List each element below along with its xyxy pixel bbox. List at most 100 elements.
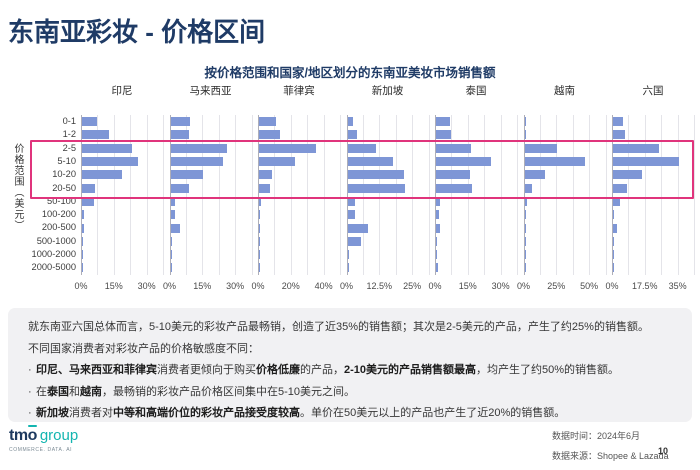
tick-label: 0%	[339, 281, 353, 291]
grid-line	[130, 115, 132, 275]
row-label: 2-5	[62, 142, 76, 153]
bar	[613, 263, 614, 273]
bar	[259, 170, 273, 180]
axis-line	[435, 115, 436, 275]
bar	[524, 157, 585, 167]
bar	[524, 263, 525, 273]
axis-line	[612, 115, 613, 275]
bar	[436, 263, 439, 273]
country-header: 马来西亚	[189, 85, 232, 97]
bar	[170, 143, 228, 153]
bullet-text-bold: 中等和高端价位的彩妆产品接受度较高	[113, 407, 300, 419]
bullet-item: · 新加坡消费者对中等和高端价位的彩妆产品接受度较高。单价在50美元以上的产品也产…	[28, 403, 674, 425]
chart-title: 按价格范围和国家/地区划分的东南亚美妆市场销售额	[204, 66, 496, 80]
bar	[524, 250, 525, 260]
tick-label: 17.5%	[632, 281, 658, 291]
chart-panel	[346, 115, 430, 275]
grid-line	[556, 115, 558, 275]
row-label: 5-10	[57, 155, 76, 166]
country-header: 越南	[554, 85, 575, 97]
grid-line	[451, 115, 453, 275]
country-header: 菲律宾	[283, 85, 315, 97]
bar	[82, 196, 95, 206]
grid-line	[677, 115, 679, 275]
row-label: 0-1	[62, 116, 76, 126]
chart-panel	[258, 115, 341, 275]
page-title: 东南亚彩妆 - 价格区间	[8, 17, 266, 47]
bullet-text: 在	[36, 385, 47, 398]
axis-line	[523, 115, 525, 275]
bar	[524, 183, 532, 193]
grid-line	[428, 115, 430, 275]
bar	[347, 210, 356, 220]
bar	[613, 210, 614, 220]
grid-line	[589, 115, 591, 275]
bar	[82, 263, 83, 273]
grid-line	[202, 115, 204, 275]
bar	[613, 236, 614, 246]
bar	[82, 157, 138, 167]
footer-meta: 数据时间：2024年6月 数据来源：Shopee & Lazada	[552, 429, 669, 469]
bar	[170, 117, 191, 127]
analysis-panel: 就东南亚六国总体而言，5-10美元的彩妆产品最畅销，创造了近35%的销售额；其次…	[8, 308, 692, 422]
bar	[82, 250, 83, 260]
bar	[347, 143, 377, 153]
tick-label: 0%	[251, 281, 265, 291]
logo-text: tmo	[9, 425, 38, 444]
bullet-item: · 印尼、马来西亚和菲律宾消费者更倾向于购买价格低廉的产品，2-10美元的产品销售…	[28, 360, 674, 382]
bar	[170, 170, 204, 180]
bullet-text: ，最畅销的彩妆产品价格区间集中在5-10美元之间。	[102, 385, 356, 398]
grid-line	[274, 115, 276, 275]
bar	[347, 250, 350, 260]
bar	[259, 223, 260, 233]
bar	[82, 130, 110, 140]
bar	[347, 130, 357, 140]
bar	[613, 196, 620, 206]
bullet-item: · 在泰国和越南，最畅销的彩妆产品价格区间集中在5-10美元之间。	[28, 382, 674, 404]
bar	[613, 157, 679, 167]
bar	[347, 223, 369, 233]
grid-line	[290, 115, 292, 275]
row-label: 200-500	[41, 222, 76, 233]
bar	[82, 210, 85, 220]
bar	[170, 236, 172, 246]
country-header: 六国	[642, 85, 664, 97]
country-header: 泰国	[465, 85, 487, 97]
bar	[436, 250, 437, 260]
bar	[347, 196, 356, 206]
grid-line	[467, 115, 469, 275]
bar	[259, 196, 261, 206]
tick-label: 30%	[226, 281, 245, 291]
bullet-marker: ·	[28, 385, 32, 398]
chart-panel	[435, 115, 518, 275]
bar	[347, 236, 361, 246]
grid-line	[97, 115, 99, 275]
tick-label: 15%	[458, 281, 477, 291]
bullet-text: ，均产生了约50%的销售额。	[476, 364, 620, 376]
bar	[347, 117, 353, 127]
grid-line	[146, 115, 148, 275]
bar	[170, 130, 190, 140]
bullet-text-bold: 泰国	[47, 385, 69, 398]
grid-line	[379, 115, 381, 275]
bullet-text-bold: 价格低廉	[256, 364, 300, 376]
grid-line	[539, 115, 541, 275]
axis-line	[81, 115, 82, 275]
bar	[259, 236, 260, 246]
y-axis-label: 价格范围（美元）	[12, 143, 23, 231]
row-label: 20-50	[52, 182, 76, 193]
bar	[82, 223, 85, 233]
chart-panel	[81, 115, 164, 275]
bar	[436, 183, 473, 193]
axis-line	[169, 115, 171, 275]
bar	[524, 170, 545, 180]
chart-panel	[523, 115, 607, 275]
bar	[170, 196, 175, 206]
page-number: 10	[658, 446, 669, 456]
tick-label: 0%	[428, 281, 442, 291]
grid-line	[251, 115, 253, 275]
tick-label: 30%	[491, 281, 510, 291]
grid-line	[500, 115, 502, 275]
row-label: 1-2	[62, 129, 76, 140]
bullet-text-bold: 新加坡	[36, 407, 69, 419]
